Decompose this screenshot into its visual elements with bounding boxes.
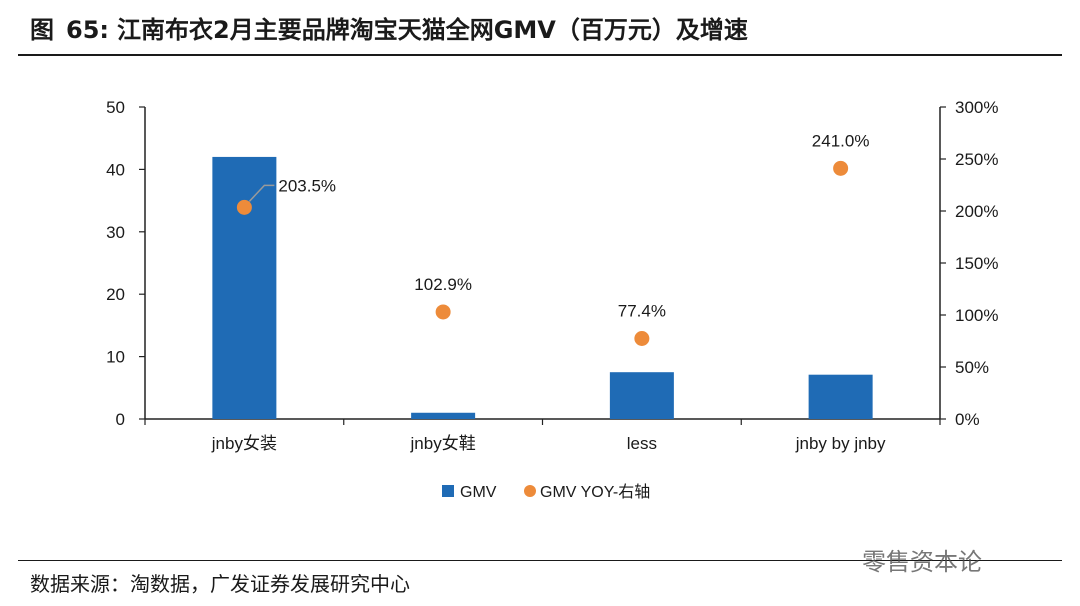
left-tick-label: 40: [106, 160, 125, 179]
yoy-data-label: 241.0%: [812, 131, 870, 150]
left-tick-label: 10: [106, 348, 125, 367]
chart-legend: GMV GMV YOY-右轴: [442, 483, 650, 501]
right-tick-label: 200%: [955, 202, 998, 221]
yoy-label-leader: [248, 184, 275, 202]
left-tick-label: 0: [116, 410, 125, 429]
right-tick-label: 50%: [955, 358, 989, 377]
figure-title-text: 江南布衣2月主要品牌淘宝天猫全网GMV（百万元）及增速: [117, 16, 748, 44]
figure-number: 65:: [66, 16, 109, 44]
yoy-point: [236, 199, 252, 215]
chart-labels: 203.5% 102.9% 77.4% 241.0%: [248, 131, 870, 321]
right-tick-label: 150%: [955, 254, 998, 273]
yoy-data-label: 203.5%: [278, 176, 336, 195]
chart-bars: [212, 156, 873, 420]
figure-title: 图 65: 江南布衣2月主要品牌淘宝天猫全网GMV（百万元）及增速: [30, 10, 748, 45]
watermark: 零售资本论: [862, 548, 982, 576]
chart-axes: 0 10 20 30 40 50 0% 50% 100% 150% 200% 250% 300% jnby…: [106, 98, 998, 453]
gmv-bar: [411, 412, 476, 419]
gmv-bar: [609, 372, 674, 419]
yoy-data-label: 77.4%: [618, 302, 666, 321]
legend-yoy-label: GMV YOY-右轴: [540, 483, 650, 501]
right-tick-label: 100%: [955, 306, 998, 325]
x-tick-label: jnby女装: [211, 434, 277, 453]
legend-gmv-swatch: [442, 485, 454, 497]
yoy-point: [634, 331, 650, 347]
legend-gmv-label: GMV: [460, 484, 497, 501]
legend-yoy-swatch: [524, 485, 536, 497]
title-divider: [18, 54, 1062, 56]
x-tick-label: jnby by jnby: [795, 434, 886, 453]
source-note: 数据来源：淘数据，广发证券发展研究中心: [30, 572, 410, 596]
yoy-point: [435, 304, 451, 320]
yoy-data-label: 102.9%: [414, 275, 472, 294]
yoy-point: [833, 160, 849, 176]
left-tick-label: 30: [106, 223, 125, 242]
right-tick-label: 300%: [955, 98, 998, 117]
left-tick-label: 20: [106, 285, 125, 304]
right-tick-label: 0%: [955, 410, 980, 429]
right-tick-label: 250%: [955, 150, 998, 169]
left-tick-label: 50: [106, 98, 125, 117]
x-tick-label: jnby女鞋: [410, 434, 476, 453]
gmv-bar: [212, 156, 277, 420]
gmv-bar: [808, 374, 873, 419]
chart-points: [236, 160, 849, 347]
footer-divider: [18, 560, 1062, 561]
x-tick-label: less: [627, 434, 657, 453]
figure-label: 图: [30, 16, 54, 44]
